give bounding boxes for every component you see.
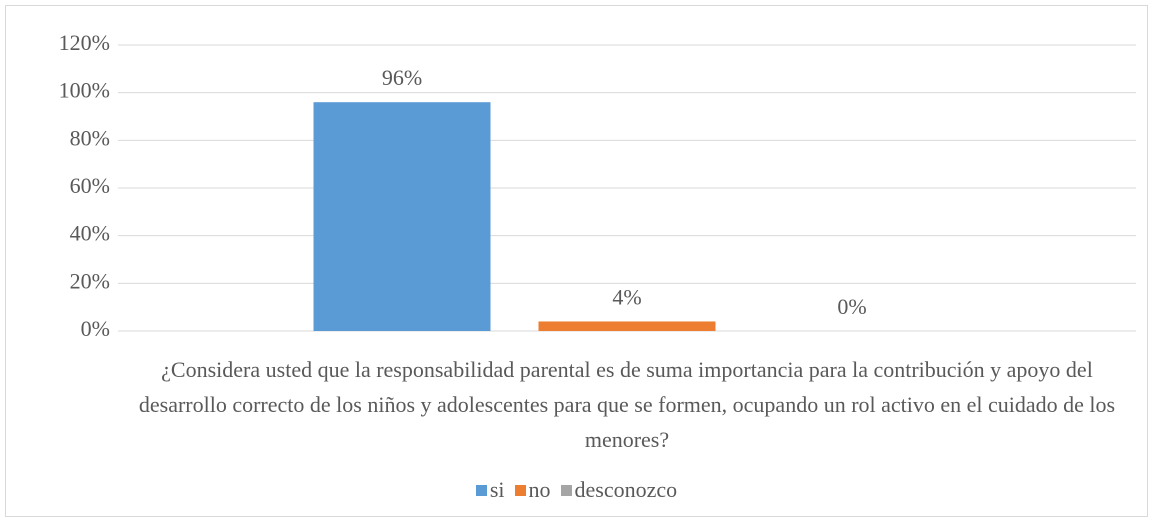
legend: si no desconozco [0, 477, 1153, 503]
chart-border [5, 5, 1148, 517]
data-label: 0% [837, 294, 866, 319]
y-tick-label: 60% [70, 173, 110, 198]
y-tick-label: 80% [70, 125, 110, 150]
legend-item: si [475, 477, 505, 503]
y-tick-label: 0% [81, 316, 110, 341]
data-label: 96% [382, 65, 422, 90]
legend-label: si [489, 477, 505, 502]
legend-swatch [475, 484, 487, 496]
legend-swatch [560, 484, 572, 496]
y-tick-label: 40% [70, 221, 110, 246]
bar [313, 102, 491, 331]
y-tick-label: 100% [59, 78, 110, 103]
data-label: 4% [612, 285, 641, 310]
legend-item: no [514, 477, 551, 503]
legend-label: no [528, 477, 551, 502]
legend-swatch [514, 484, 526, 496]
category-label: ¿Considera usted que la responsabilidad … [138, 357, 1116, 452]
legend-item: desconozco [560, 477, 678, 503]
y-tick-label: 20% [70, 268, 110, 293]
bar [538, 321, 716, 331]
y-tick-label: 120% [59, 30, 110, 55]
legend-label: desconozco [574, 477, 678, 502]
